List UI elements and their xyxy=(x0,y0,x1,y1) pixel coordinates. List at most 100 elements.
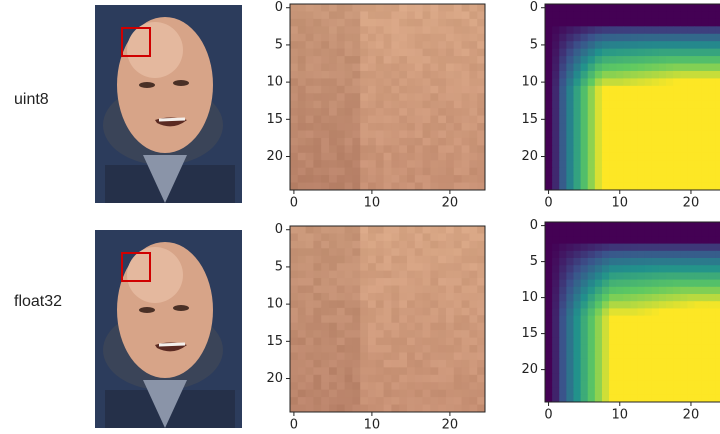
pixel xyxy=(469,130,478,139)
pixel xyxy=(477,85,486,94)
pixel xyxy=(594,108,603,117)
pixel xyxy=(407,41,416,50)
pixel xyxy=(708,18,717,27)
pixel xyxy=(623,175,631,184)
pixel xyxy=(658,78,667,87)
pixel xyxy=(644,286,653,295)
x-tick-label: 0 xyxy=(290,418,298,433)
pixel xyxy=(399,48,408,57)
pixel xyxy=(461,41,470,50)
pixel xyxy=(422,93,431,102)
pixel xyxy=(644,160,653,169)
pixel xyxy=(609,344,617,353)
pixel xyxy=(461,240,470,249)
pixel xyxy=(587,48,596,57)
pixel xyxy=(360,145,369,154)
pixel xyxy=(313,48,322,57)
pixel xyxy=(601,322,610,331)
pixel xyxy=(680,18,688,27)
pixel xyxy=(658,115,667,124)
pixel xyxy=(297,63,307,72)
pixel xyxy=(407,137,416,146)
pixel xyxy=(623,279,631,288)
pixel xyxy=(666,322,674,331)
pixel xyxy=(344,130,353,139)
pixel xyxy=(469,41,478,50)
pixel xyxy=(594,358,603,367)
pixel xyxy=(559,380,567,389)
pixel xyxy=(407,123,416,131)
pixel xyxy=(594,123,603,131)
pixel xyxy=(644,93,653,102)
pixel xyxy=(708,394,717,403)
pixel xyxy=(438,108,447,117)
pixel xyxy=(399,167,408,176)
pixel xyxy=(580,330,589,338)
pixel xyxy=(290,85,299,94)
pixel xyxy=(587,308,596,317)
pixel xyxy=(399,240,408,249)
pixel xyxy=(587,279,596,288)
pixel xyxy=(559,175,567,184)
pixel xyxy=(680,236,688,245)
pixel xyxy=(368,300,377,309)
pixel xyxy=(344,93,353,102)
pixel xyxy=(552,130,560,139)
pixel xyxy=(566,175,574,184)
pixel xyxy=(383,11,392,20)
pixel xyxy=(680,366,688,374)
pixel xyxy=(715,222,720,230)
pixel xyxy=(461,152,470,161)
pixel xyxy=(708,358,717,367)
pixel xyxy=(637,229,646,237)
pixel xyxy=(297,285,307,294)
pixel xyxy=(687,294,696,302)
pixel xyxy=(594,258,603,266)
pixel xyxy=(352,300,361,309)
pixel xyxy=(360,240,369,249)
pixel xyxy=(290,278,299,287)
pixel xyxy=(430,389,439,398)
pixel xyxy=(407,18,416,27)
pixel xyxy=(673,250,681,259)
pixel xyxy=(344,226,353,234)
pixel xyxy=(344,108,353,117)
pixel xyxy=(336,123,346,131)
pixel xyxy=(329,152,338,161)
pixel xyxy=(673,48,681,57)
pixel xyxy=(637,344,646,353)
pixel xyxy=(344,167,353,176)
pixel xyxy=(658,315,667,324)
pixel xyxy=(368,130,377,139)
pixel xyxy=(414,330,424,339)
pixel xyxy=(446,248,455,257)
pixel xyxy=(616,366,624,374)
pixel xyxy=(375,226,385,234)
pixel xyxy=(446,315,455,324)
pixel xyxy=(580,265,589,273)
pixel xyxy=(609,100,617,109)
pixel xyxy=(630,250,639,259)
y-tick-label: 0 xyxy=(530,0,538,15)
pixel xyxy=(469,63,478,72)
pixel xyxy=(601,272,610,281)
pixel xyxy=(461,56,470,65)
pixel xyxy=(297,182,307,191)
pixel xyxy=(360,70,369,79)
pixel xyxy=(587,387,596,396)
pixel xyxy=(673,308,681,317)
pixel xyxy=(680,250,688,259)
pixel xyxy=(469,226,478,234)
pixel xyxy=(601,394,610,403)
pixel xyxy=(680,130,688,139)
pixel xyxy=(438,374,447,383)
pixel xyxy=(383,182,392,191)
pixel xyxy=(438,123,447,131)
pixel xyxy=(438,63,447,72)
pixel xyxy=(375,18,385,27)
pixel xyxy=(623,337,631,345)
pixel xyxy=(666,182,674,191)
pixel xyxy=(407,337,416,346)
pixel xyxy=(694,387,703,396)
pixel xyxy=(701,93,710,102)
